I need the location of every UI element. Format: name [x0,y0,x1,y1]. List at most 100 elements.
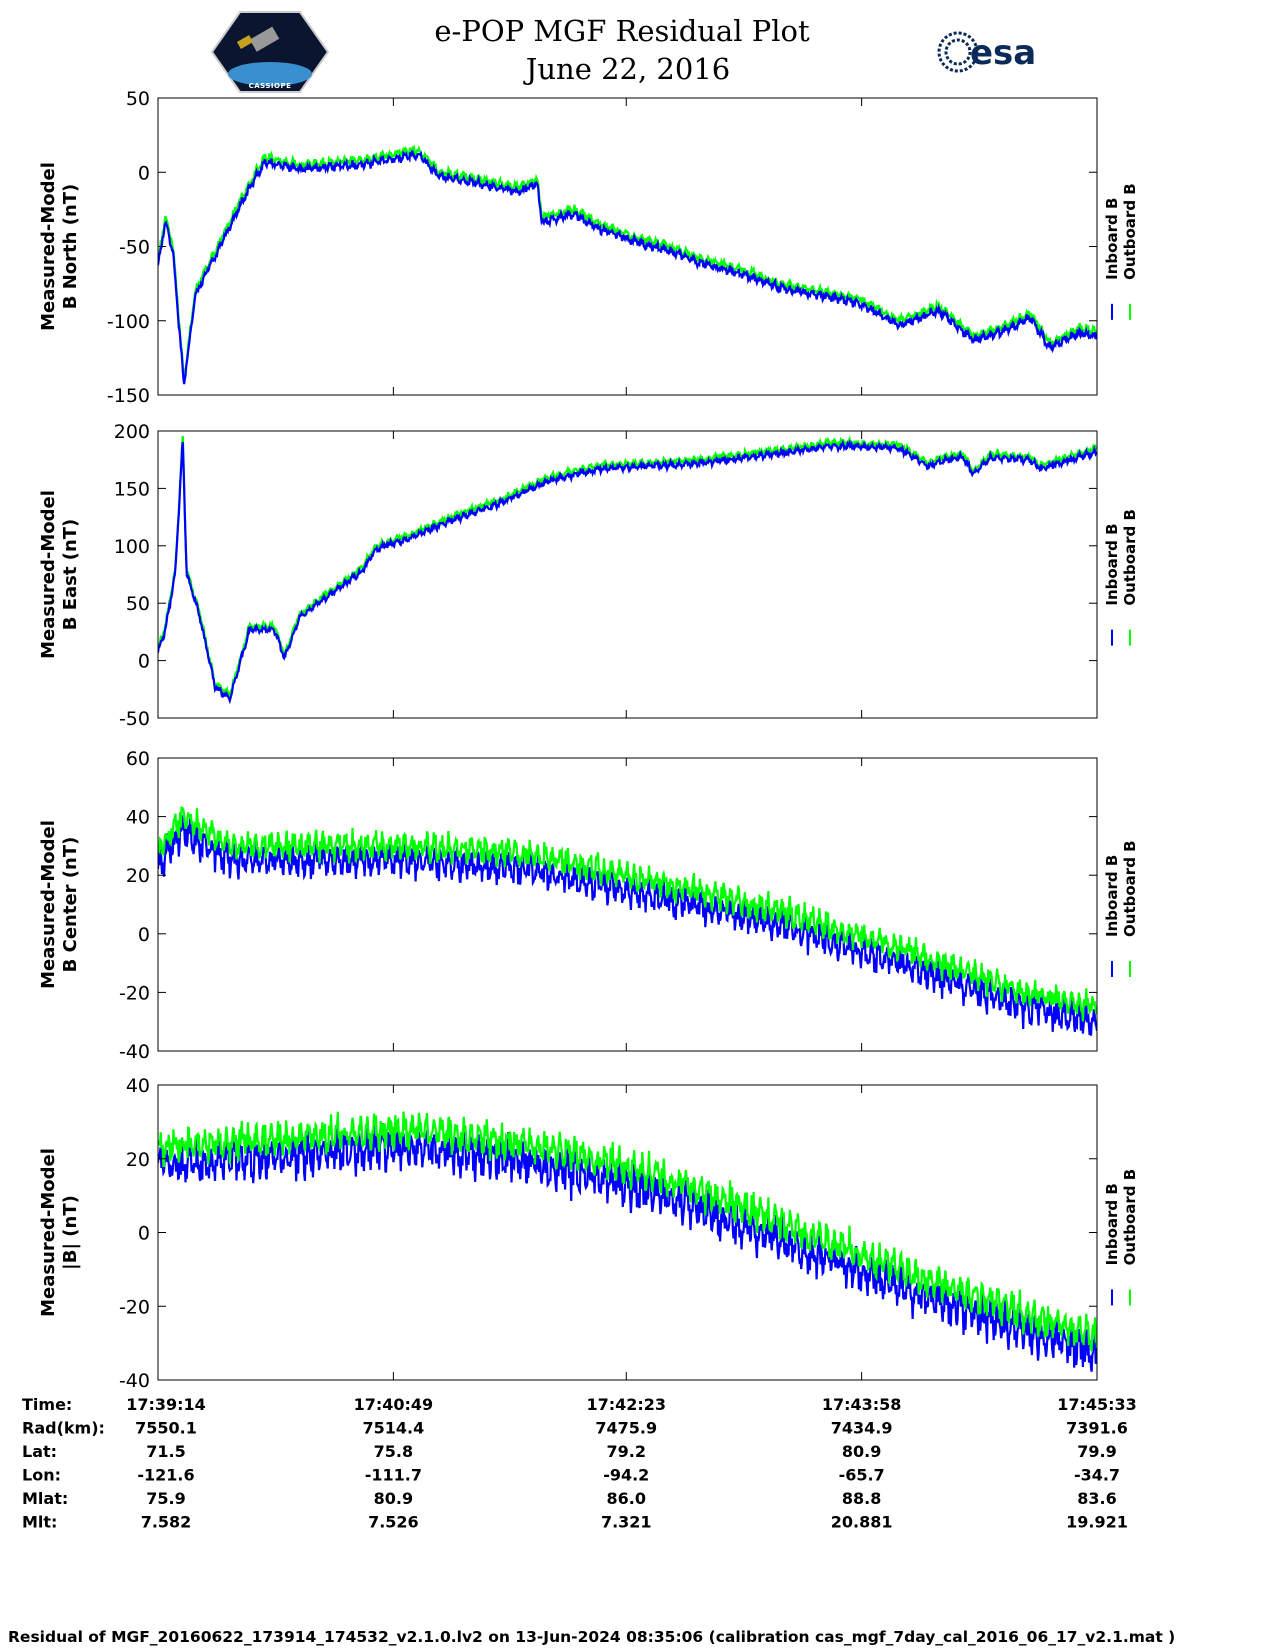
row-value: 88.8 [842,1489,881,1508]
esa-logo: esa [937,31,1036,73]
panel-1: 50 0 -50 -100 -150 Measured-ModelB North (nT)… [38,88,1139,407]
y-tick-label: -20 [119,1296,150,1318]
row-label: Rad(km): [22,1419,105,1438]
row-value: 75.9 [146,1489,185,1508]
series-line-inboard-b [158,150,1097,385]
row-value: 17:42:23 [586,1395,666,1414]
row-label: Lon: [22,1466,61,1485]
row-value: 75.8 [374,1442,413,1461]
row-value: 17:39:14 [126,1395,206,1414]
legend-label: Outboard B [1121,183,1139,280]
panel-3: 60 40 20 0 -20 -40 Measured-ModelB Center (nT)… [38,748,1139,1063]
axes-box [157,97,1098,396]
legend-label: Outboard B [1121,509,1139,606]
series-line-inboard-b [158,1123,1097,1372]
row-value: 17:43:58 [822,1395,902,1414]
chart-subtitle: June 22, 2016 [523,52,731,86]
plot-area [158,1111,1097,1372]
legend: Inboard B Outboard B [1103,183,1139,320]
row-label: Mlt: [22,1513,57,1532]
series-line-outboard-b [158,806,1097,1022]
row-value: 7.526 [368,1513,419,1532]
y-tick-label: -150 [107,385,150,407]
legend-label: Inboard B [1103,855,1121,937]
legend-label: Inboard B [1103,198,1121,280]
panel-2: 200 150 100 50 0 -50 Measured-ModelB East (nT)… [38,421,1139,730]
row-value: -34.7 [1074,1466,1120,1485]
axes-box [157,430,1098,719]
y-tick-label: -100 [107,311,150,333]
row-value: 80.9 [374,1489,413,1508]
row-value: 7.582 [141,1513,192,1532]
esa-logo-text: esa [970,33,1036,73]
y-tick-label: 150 [114,478,150,500]
y-tick-label: 40 [126,807,150,829]
row-value: 7434.9 [831,1419,893,1438]
legend: Inboard B Outboard B [1103,1169,1139,1306]
y-tick-label: 0 [138,651,150,673]
y-axis-label: Measured-ModelB North (nT) [38,162,81,331]
ephemeris-row: Time: 17:39:14 17:40:49 17:42:23 17:43:58 17:… [22,1395,1137,1414]
y-tick-label: 100 [114,536,150,558]
plot-area [158,144,1097,385]
row-value: -65.7 [839,1466,885,1485]
row-value: 19.921 [1066,1513,1128,1532]
plot-area [158,435,1097,705]
row-label: Time: [22,1395,72,1414]
ephemeris-row: Lon: -121.6 -111.7 -94.2 -65.7 -34.7 [22,1466,1120,1485]
y-tick-label: 0 [138,1223,150,1245]
cassiope-logo: CASSIOPE [210,11,330,93]
y-tick-label: -50 [119,237,150,259]
y-axis-label: Measured-ModelB Center (nT) [38,820,81,989]
row-value: 7514.4 [362,1419,424,1438]
footer-caption: Residual of MGF_20160622_173914_174532_v… [8,1628,1175,1646]
row-value: 86.0 [607,1489,646,1508]
legend-label: Outboard B [1121,840,1139,937]
row-value: -111.7 [365,1466,422,1485]
row-value: -94.2 [603,1466,649,1485]
y-tick-label: 60 [126,748,150,770]
row-value: 20.881 [831,1513,893,1532]
row-value: 7391.6 [1066,1419,1128,1438]
y-tick-label: 0 [138,924,150,946]
series-line-inboard-b [158,439,1097,705]
y-tick-label: 200 [114,421,150,443]
ephemeris-row: Mlat: 75.9 80.9 86.0 88.8 83.6 [22,1489,1117,1508]
row-label: Mlat: [22,1489,68,1508]
row-value: 80.9 [842,1442,881,1461]
series-line-inboard-b [158,815,1097,1036]
ephemeris-table: Time: 17:39:14 17:40:49 17:42:23 17:43:58 17:… [22,1395,1137,1532]
row-label: Lat: [22,1442,57,1461]
panel-4: 40 20 0 -20 -40 Measured-Model|B| (nT) Inboard… [38,1075,1139,1392]
y-tick-label: -50 [119,708,150,730]
chart-title: e-POP MGF Residual Plot [434,14,810,48]
y-tick-label: 40 [126,1075,150,1097]
ephemeris-row: Lat: 71.5 75.8 79.2 80.9 79.9 [22,1442,1117,1461]
y-axis-label: Measured-ModelB East (nT) [38,490,81,659]
ephemeris-row: Mlt: 7.582 7.526 7.321 20.881 19.921 [22,1513,1128,1532]
plot-area [158,806,1097,1036]
axes-box [157,757,1098,1052]
legend: Inboard B Outboard B [1103,840,1139,977]
y-tick-label: 0 [138,162,150,184]
row-value: 71.5 [146,1442,185,1461]
y-tick-label: -20 [119,982,150,1004]
y-tick-label: 20 [126,1149,150,1171]
y-axis-label: Measured-Model|B| (nT) [38,1148,81,1317]
row-value: 17:40:49 [354,1395,434,1414]
y-tick-label: 20 [126,865,150,887]
row-value: 79.2 [607,1442,646,1461]
cassiope-logo-text: CASSIOPE [249,82,292,90]
legend-label: Outboard B [1121,1169,1139,1266]
series-line-outboard-b [158,1111,1097,1354]
row-value: 83.6 [1077,1489,1116,1508]
legend-label: Inboard B [1103,1183,1121,1265]
y-tick-label: 50 [126,593,150,615]
row-value: 7475.9 [595,1419,657,1438]
ephemeris-row: Rad(km): 7550.1 7514.4 7475.9 7434.9 7391.6 [22,1419,1128,1438]
legend: Inboard B Outboard B [1103,509,1139,646]
legend-label: Inboard B [1103,523,1121,605]
row-value: 17:45:33 [1057,1395,1137,1414]
series-line-outboard-b [158,144,1097,379]
